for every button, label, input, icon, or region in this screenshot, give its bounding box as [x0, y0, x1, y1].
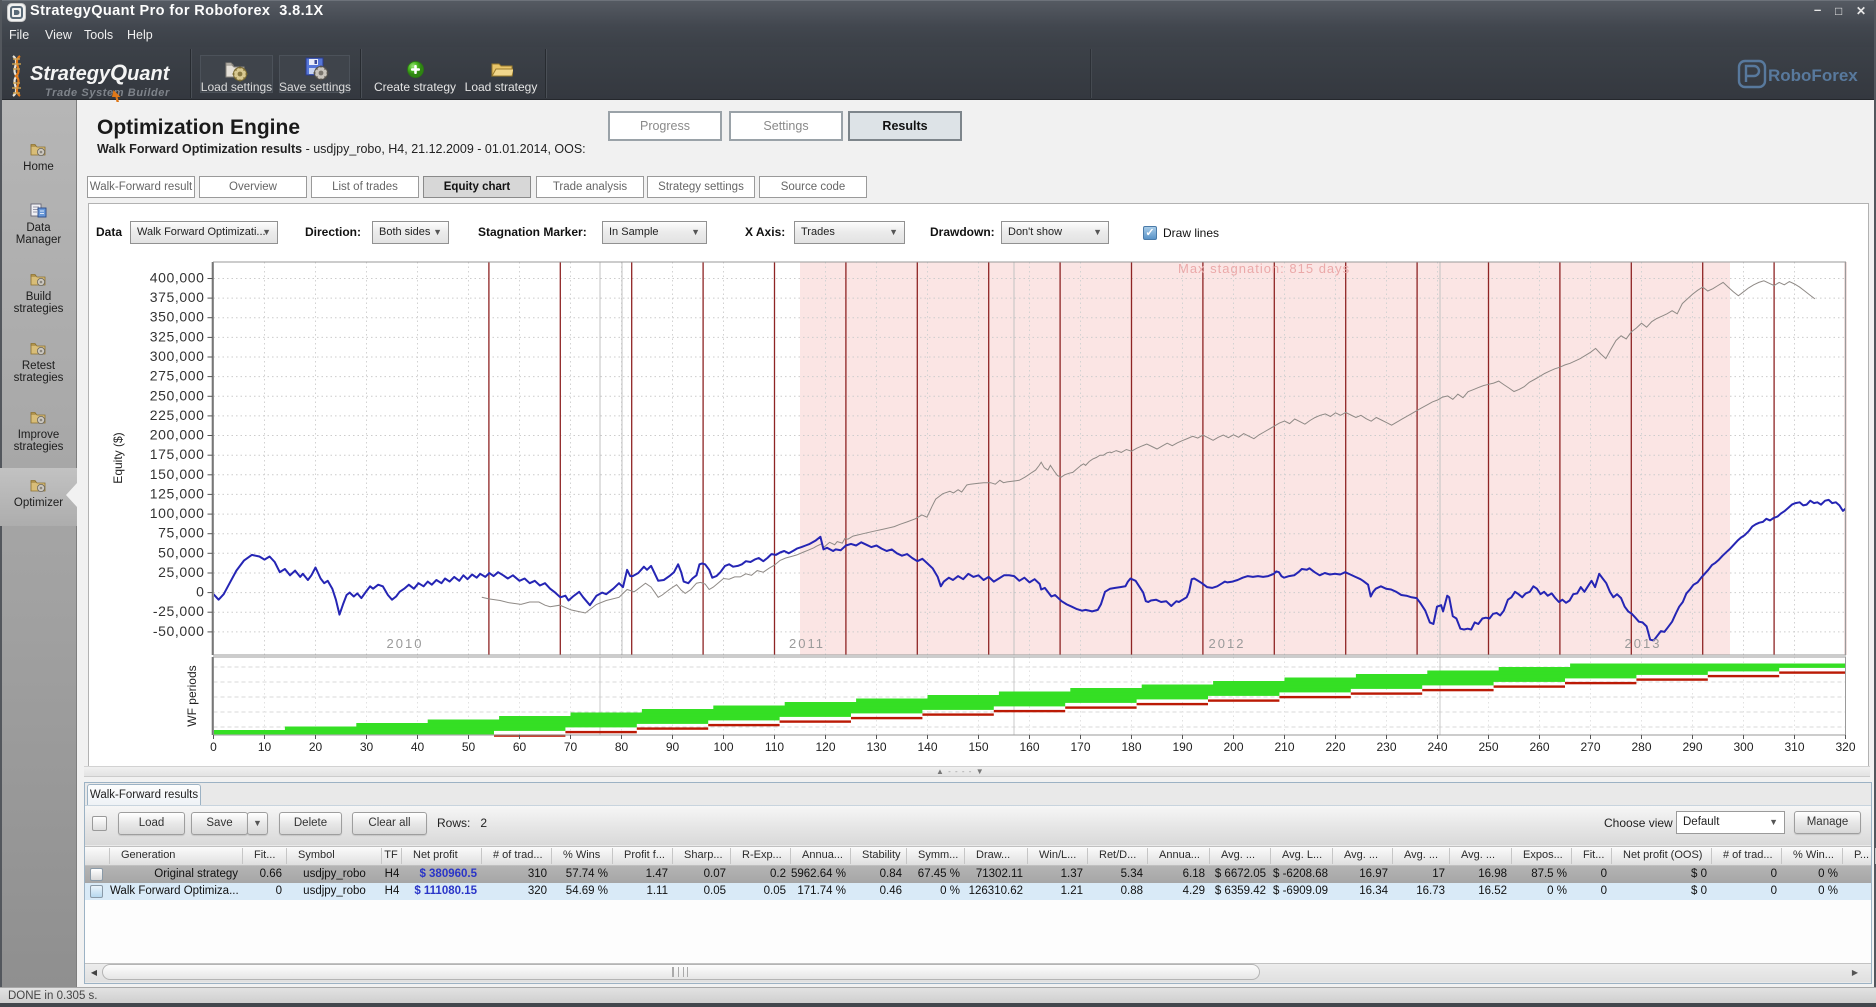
svg-text:375,000: 375,000 — [150, 289, 205, 305]
svg-text:90: 90 — [666, 740, 680, 754]
svg-text:275,000: 275,000 — [150, 368, 205, 384]
svg-text:140: 140 — [917, 740, 937, 754]
svg-text:230: 230 — [1376, 740, 1396, 754]
svg-text:160: 160 — [1019, 740, 1039, 754]
svg-text:300: 300 — [1733, 740, 1753, 754]
svg-text:190: 190 — [1172, 740, 1192, 754]
svg-text:290: 290 — [1682, 740, 1702, 754]
svg-text:2013: 2013 — [1625, 636, 1662, 651]
svg-text:75,000: 75,000 — [158, 525, 204, 541]
svg-text:2012: 2012 — [1209, 636, 1246, 651]
svg-text:40: 40 — [411, 740, 425, 754]
svg-text:2011: 2011 — [789, 636, 825, 651]
svg-text:260: 260 — [1529, 740, 1549, 754]
svg-text:270: 270 — [1580, 740, 1600, 754]
svg-text:60: 60 — [513, 740, 527, 754]
svg-text:280: 280 — [1631, 740, 1651, 754]
svg-text:150,000: 150,000 — [150, 466, 205, 482]
svg-text:130: 130 — [866, 740, 886, 754]
svg-text:400,000: 400,000 — [150, 270, 205, 286]
svg-text:220: 220 — [1325, 740, 1345, 754]
svg-text:30: 30 — [360, 740, 374, 754]
svg-text:WF periods: WF periods — [185, 665, 199, 726]
svg-text:175,000: 175,000 — [150, 446, 205, 462]
svg-text:325,000: 325,000 — [150, 328, 205, 344]
svg-text:250,000: 250,000 — [150, 387, 205, 403]
svg-text:200,000: 200,000 — [150, 427, 205, 443]
svg-text:210: 210 — [1274, 740, 1294, 754]
svg-text:RoboForex: RoboForex — [1768, 66, 1858, 85]
svg-text:300,000: 300,000 — [150, 348, 205, 364]
svg-text:120: 120 — [815, 740, 835, 754]
svg-text:-50,000: -50,000 — [153, 623, 205, 639]
svg-text:225,000: 225,000 — [150, 407, 205, 423]
svg-text:150: 150 — [968, 740, 988, 754]
svg-text:20: 20 — [309, 740, 323, 754]
svg-text:100,000: 100,000 — [150, 505, 205, 521]
svg-text:0: 0 — [196, 584, 204, 600]
svg-text:10: 10 — [258, 740, 272, 754]
svg-text:-25,000: -25,000 — [153, 603, 205, 619]
svg-text:50: 50 — [462, 740, 476, 754]
svg-text:350,000: 350,000 — [150, 309, 205, 325]
svg-text:Max stagnation: 815 days: Max stagnation: 815 days — [1178, 261, 1350, 276]
svg-text:100: 100 — [713, 740, 733, 754]
svg-text:80: 80 — [615, 740, 629, 754]
svg-text:240: 240 — [1427, 740, 1447, 754]
svg-text:110: 110 — [765, 740, 784, 754]
svg-text:70: 70 — [564, 740, 578, 754]
svg-text:180: 180 — [1121, 740, 1141, 754]
svg-text:50,000: 50,000 — [158, 544, 204, 560]
svg-text:2010: 2010 — [387, 636, 424, 651]
svg-text:170: 170 — [1070, 740, 1090, 754]
svg-text:25,000: 25,000 — [158, 564, 204, 580]
svg-text:Equity ($): Equity ($) — [111, 432, 125, 483]
svg-text:125,000: 125,000 — [150, 485, 205, 501]
svg-text:250: 250 — [1478, 740, 1498, 754]
svg-text:310: 310 — [1784, 740, 1804, 754]
svg-text:200: 200 — [1223, 740, 1243, 754]
svg-text:320: 320 — [1835, 740, 1855, 754]
svg-text:0: 0 — [210, 740, 217, 754]
